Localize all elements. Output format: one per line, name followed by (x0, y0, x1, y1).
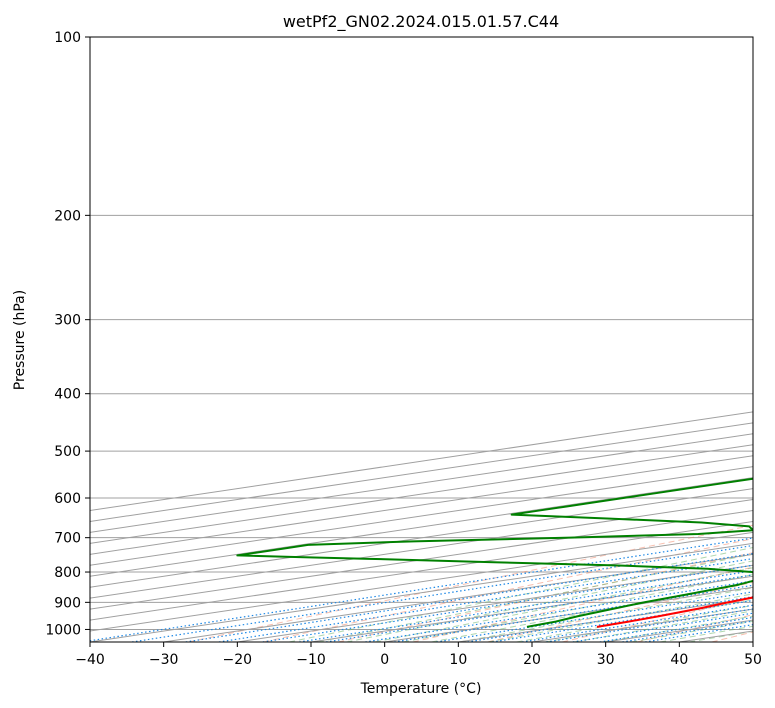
y-tick-label: 200 (54, 208, 81, 224)
isotherm (90, 531, 753, 632)
x-tick-label: 20 (523, 652, 541, 668)
x-tick-label: −30 (149, 652, 179, 668)
x-tick-label: 40 (670, 652, 688, 668)
x-tick-label: −40 (75, 652, 105, 668)
dry-adiabat (487, 581, 753, 642)
isotherm (90, 509, 753, 610)
mixing-ratio-line (599, 616, 753, 642)
x-tick-label: −20 (223, 652, 253, 668)
x-tick-label: 10 (449, 652, 467, 668)
moist-adiabat (431, 580, 753, 642)
moist-adiabat (573, 610, 753, 642)
x-axis-ticks: −40 −30 −20 −10 0 10 20 30 40 50 (75, 642, 762, 668)
isotherm (605, 619, 753, 642)
dry-adiabat (636, 614, 753, 642)
mixing-ratio-line (522, 604, 753, 642)
moist-adiabat (374, 567, 753, 642)
mixing-ratio-line (546, 608, 753, 642)
isotherm (531, 608, 753, 642)
dry-adiabat (263, 538, 753, 642)
isotherm (90, 455, 753, 555)
dry-adiabat (562, 597, 753, 642)
plot-frame (89, 36, 754, 643)
moist-adiabat (403, 574, 753, 642)
isotherm (752, 641, 753, 642)
isotherm (90, 477, 753, 577)
dewpoint-profile (236, 477, 753, 628)
isotherm (90, 499, 753, 599)
mixing-ratio-line (185, 552, 753, 642)
isotherm (384, 586, 753, 642)
dry-adiabat (188, 524, 753, 642)
temperature-profile (596, 596, 753, 628)
profiles (236, 477, 753, 628)
mixing-ratio-line (218, 557, 753, 642)
isotherm (90, 422, 753, 522)
isotherm (90, 542, 753, 642)
y-tick-label: 600 (54, 491, 81, 507)
moist-adiabat (544, 604, 753, 642)
moist-adiabat (289, 546, 753, 642)
x-tick-label: 30 (597, 652, 615, 668)
moist-adiabat (346, 560, 753, 642)
dry-adiabat (711, 631, 753, 642)
y-tick-label: 300 (54, 313, 81, 329)
y-tick-label: 900 (54, 595, 81, 611)
isotherm (90, 433, 753, 533)
y-tick-label: 500 (54, 444, 81, 460)
isotherm (310, 575, 753, 642)
moist-adiabat (488, 593, 753, 642)
isotherms (90, 411, 753, 642)
isotherm (90, 444, 753, 544)
y-tick-label: 700 (54, 531, 81, 547)
x-tick-label: −10 (296, 652, 326, 668)
y-tick-label: 100 (54, 30, 81, 46)
y-axis-ticks: 100 200 300 400 500 600 700 800 900 1000 (45, 30, 90, 638)
isotherm (90, 411, 753, 512)
mixing-ratio-line (131, 544, 753, 642)
isotherm (458, 597, 753, 642)
mixing-ratio-line (572, 612, 753, 642)
y-axis-label: Pressure (hPa) (12, 290, 28, 390)
y-tick-label: 800 (54, 565, 81, 581)
moist-adiabat (317, 553, 753, 642)
isotherm (90, 488, 753, 588)
x-tick-label: 50 (744, 652, 762, 668)
dry-adiabat (412, 566, 753, 642)
mixing-ratio-lines (90, 537, 753, 642)
dry-adiabats (188, 524, 753, 642)
x-tick-label: 0 (380, 652, 389, 668)
y-tick-label: 1000 (45, 622, 81, 638)
isotherm (90, 520, 753, 621)
x-axis-label: Temperature (°C) (360, 681, 482, 697)
moist-adiabat (459, 587, 753, 642)
mixing-ratio-line (90, 537, 753, 642)
plot-area: 0.10.20.40.611.52346810131620253036-100-… (90, 37, 753, 642)
chart-title: wetPf2_GN02.2024.015.01.57.C44 (283, 12, 559, 32)
isotherm (90, 466, 753, 566)
isotherm (679, 630, 753, 642)
y-tick-label: 400 (54, 387, 81, 403)
